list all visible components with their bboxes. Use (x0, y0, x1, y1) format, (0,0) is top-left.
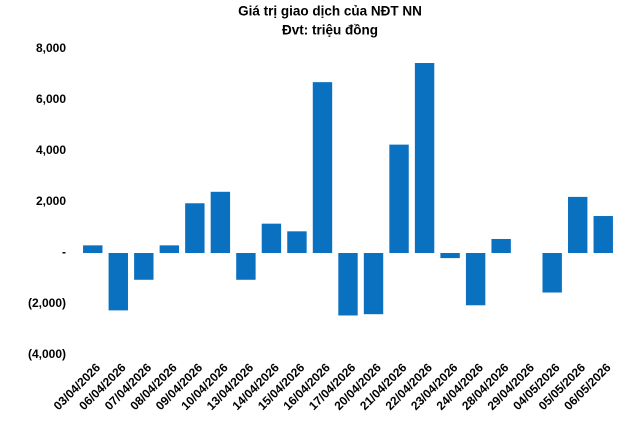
bar (363, 253, 384, 315)
bar (159, 245, 180, 253)
bar (108, 253, 128, 311)
y-tick-label: (2,000) (28, 296, 66, 310)
bar (261, 223, 282, 253)
bar (312, 82, 333, 254)
y-tick-label: - (62, 245, 66, 259)
bar (491, 238, 511, 253)
bar (593, 216, 613, 253)
y-tick-label: 2,000 (36, 194, 66, 208)
bar (134, 253, 154, 280)
bar (389, 144, 409, 253)
y-tick-label: (4,000) (28, 347, 66, 361)
chart-subtitle: Đvt: triệu đồng (282, 23, 378, 38)
chart-title: Giá trị giao dịch của NĐT NN (238, 4, 422, 19)
bar (542, 253, 562, 293)
bar (83, 245, 103, 253)
bar (210, 191, 231, 253)
y-tick-label: 4,000 (36, 143, 66, 157)
bar (568, 196, 588, 253)
y-tick-label: 6,000 (36, 92, 66, 106)
bar (287, 231, 307, 253)
bar (414, 63, 435, 254)
bar (338, 253, 358, 316)
bar (465, 253, 486, 306)
bar (185, 203, 205, 253)
y-tick-label: 8,000 (36, 41, 66, 55)
bar (236, 253, 256, 280)
bar (440, 253, 460, 259)
